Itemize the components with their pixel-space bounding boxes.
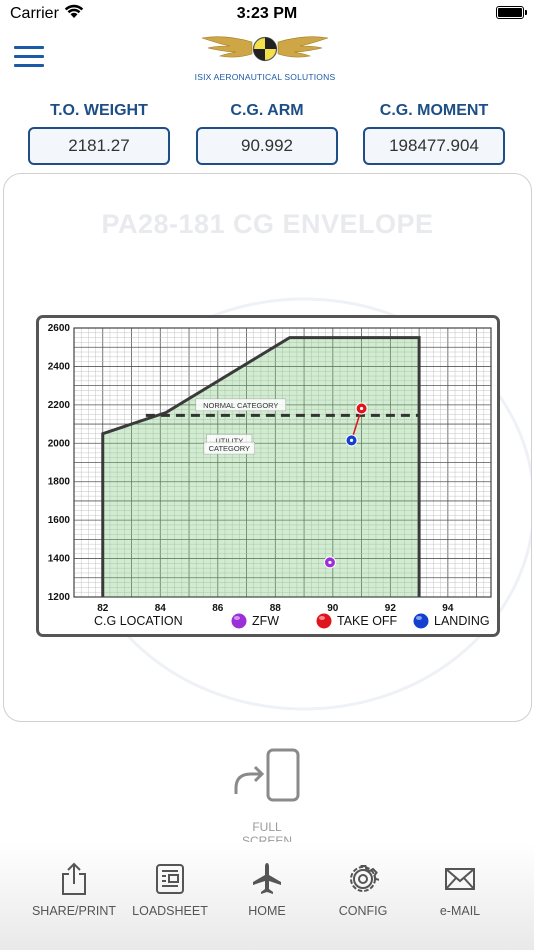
envelope-outline (101, 336, 421, 597)
y-tick-label: 2600 (48, 323, 71, 334)
legend-swatch-take-off (316, 613, 332, 629)
region-label: NORMAL CATEGORY (203, 401, 278, 410)
bottom-tab-bar: SHARE/PRINT LOADSHEET HOME CONFIG (0, 842, 534, 950)
share-icon (62, 862, 86, 895)
y-tick-label: 1800 (48, 477, 71, 488)
menu-button[interactable] (14, 46, 44, 70)
tab-share-print[interactable]: SHARE/PRINT (24, 862, 124, 932)
tab-config-label: CONFIG (338, 904, 388, 918)
y-tick-label: 1400 (48, 554, 71, 565)
gear-icon (350, 865, 379, 892)
legend-swatch-shine (319, 616, 325, 620)
tab-loadsheet-label: LOADSHEET (132, 904, 208, 918)
brand-name: ISIX AERONAUTICAL SOLUTIONS (194, 72, 336, 82)
full-screen-button[interactable]: FULL SCREEN (227, 748, 307, 848)
tab-loadsheet[interactable]: LOADSHEET (120, 862, 220, 932)
legend-label: LANDING (434, 614, 490, 628)
x-tick-label: 94 (442, 603, 454, 614)
region-label: CATEGORY (209, 444, 250, 453)
x-tick-label: 88 (270, 603, 282, 614)
point-center (328, 560, 332, 565)
tab-config[interactable]: CONFIG (313, 862, 413, 932)
tab-home[interactable]: HOME (217, 862, 317, 932)
point-center (359, 406, 364, 411)
tab-home-label: HOME (248, 904, 286, 918)
wifi-icon (64, 4, 84, 18)
cg-moment-label: C.G. MOMENT (379, 102, 489, 119)
y-tick-label: 2200 (48, 400, 71, 411)
legend-swatch-zfw (231, 613, 247, 629)
brand-logo (201, 36, 329, 62)
cg-arm-field[interactable]: 90.992 (196, 127, 338, 165)
document-icon (156, 864, 184, 894)
point-center (349, 438, 354, 443)
region-label-box (195, 398, 287, 412)
to-weight-field[interactable]: 2181.27 (28, 127, 170, 165)
clock: 3:23 PM (236, 5, 298, 22)
chart-frame: NORMAL CATEGORY UTILITY CATEGORY 1200 1400 16… (36, 315, 500, 637)
full-screen-icon (234, 748, 300, 802)
tab-email[interactable]: e-MAIL (410, 862, 510, 932)
cg-arm-label: C.G. ARM (230, 102, 304, 119)
x-tick-label: 86 (212, 603, 224, 614)
envelope-icon (445, 868, 475, 890)
x-tick-label: 84 (155, 603, 167, 614)
legend-swatch-landing (413, 613, 429, 629)
tab-email-label: e-MAIL (439, 904, 481, 918)
plot-border (73, 327, 492, 598)
to-weight-label: T.O. WEIGHT (50, 102, 148, 119)
x-tick-label: 92 (385, 603, 397, 614)
cg-envelope-panel: PA28-181 CG ENVELOPE NORMAL CATEGORY UTIL… (3, 173, 532, 722)
status-bar: Carrier 3:23 PM (0, 0, 534, 28)
carrier-label: Carrier (10, 5, 59, 22)
y-tick-label: 1200 (48, 592, 71, 603)
x-tick-label: 82 (97, 603, 109, 614)
battery-icon (496, 6, 527, 19)
cg-moment-field[interactable]: 198477.904 (363, 127, 505, 165)
x-tick-label: 90 (327, 603, 339, 614)
legend-label: TAKE OFF (337, 614, 398, 628)
y-tick-label: 1600 (48, 515, 71, 526)
chart-title: PA28-181 CG ENVELOPE (101, 209, 434, 239)
airplane-icon (253, 863, 281, 894)
envelope-area (102, 337, 420, 597)
y-tick-label: 2400 (48, 361, 71, 372)
legend-swatch-shine (234, 616, 240, 620)
legend-label: ZFW (252, 614, 279, 628)
x-axis-label: C.G LOCATION (94, 614, 183, 628)
region-label-box (203, 441, 255, 455)
y-tick-label: 2000 (48, 438, 71, 449)
region-label: UTILITY (215, 436, 243, 445)
tab-share-print-label: SHARE/PRINT (31, 904, 117, 918)
legend-swatch-shine (416, 616, 422, 620)
